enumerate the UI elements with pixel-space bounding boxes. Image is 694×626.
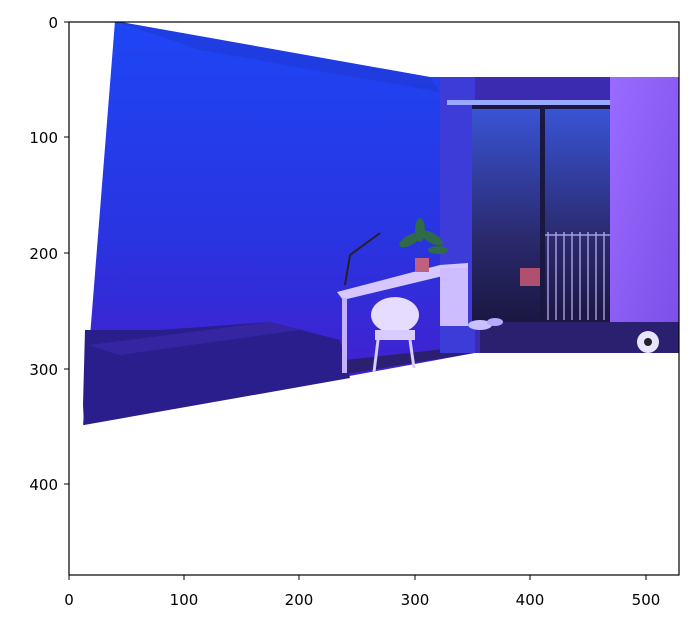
y-tick-label: 100 — [29, 129, 58, 147]
y-tick-label: 400 — [29, 476, 58, 494]
desk — [337, 263, 468, 300]
x-tick-label: 500 — [632, 591, 661, 609]
panorama-image — [83, 22, 679, 425]
y-axis: 0 100 200 300 400 — [29, 14, 69, 494]
x-tick-label: 100 — [170, 591, 199, 609]
chair — [371, 297, 419, 333]
x-tick-label: 200 — [285, 591, 314, 609]
y-tick-label: 300 — [29, 361, 58, 379]
right-wall — [610, 77, 679, 353]
x-tick-label: 0 — [64, 591, 74, 609]
x-tick-label: 300 — [401, 591, 430, 609]
y-tick-label: 0 — [48, 14, 58, 32]
y-tick-label: 200 — [29, 245, 58, 263]
x-tick-label: 400 — [516, 591, 545, 609]
x-axis: 0 100 200 300 400 500 — [64, 575, 660, 609]
axes-frame — [68, 21, 680, 576]
